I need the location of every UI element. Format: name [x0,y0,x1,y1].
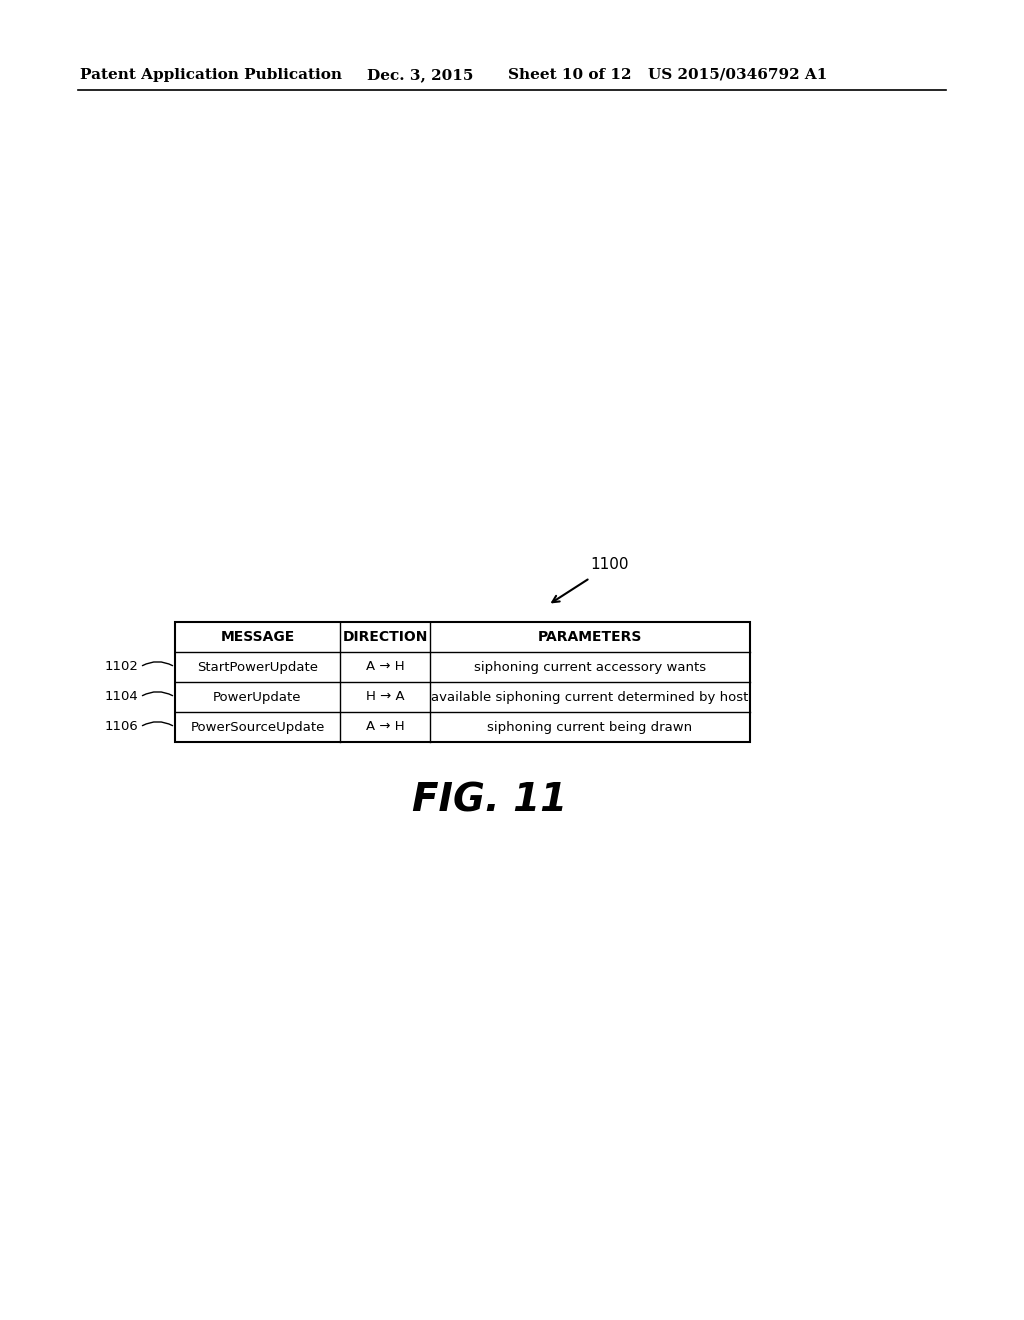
Text: siphoning current accessory wants: siphoning current accessory wants [474,660,707,673]
Text: MESSAGE: MESSAGE [220,630,295,644]
Text: A → H: A → H [366,721,404,734]
Text: A → H: A → H [366,660,404,673]
Text: 1106: 1106 [104,721,138,734]
Text: StartPowerUpdate: StartPowerUpdate [197,660,318,673]
Text: FIG. 11: FIG. 11 [413,781,567,818]
Text: H → A: H → A [366,690,404,704]
Text: DIRECTION: DIRECTION [342,630,428,644]
Text: PowerUpdate: PowerUpdate [213,690,302,704]
Text: Sheet 10 of 12: Sheet 10 of 12 [508,69,632,82]
Text: Dec. 3, 2015: Dec. 3, 2015 [367,69,473,82]
Text: US 2015/0346792 A1: US 2015/0346792 A1 [648,69,827,82]
Text: Patent Application Publication: Patent Application Publication [80,69,342,82]
Text: 1100: 1100 [590,557,629,572]
Bar [175,622,750,742]
Text: siphoning current being drawn: siphoning current being drawn [487,721,692,734]
Text: 1102: 1102 [104,660,138,673]
Text: available siphoning current determined by host: available siphoning current determined b… [431,690,749,704]
Text: 1104: 1104 [104,690,138,704]
Text: PARAMETERS: PARAMETERS [538,630,642,644]
Text: PowerSourceUpdate: PowerSourceUpdate [190,721,325,734]
